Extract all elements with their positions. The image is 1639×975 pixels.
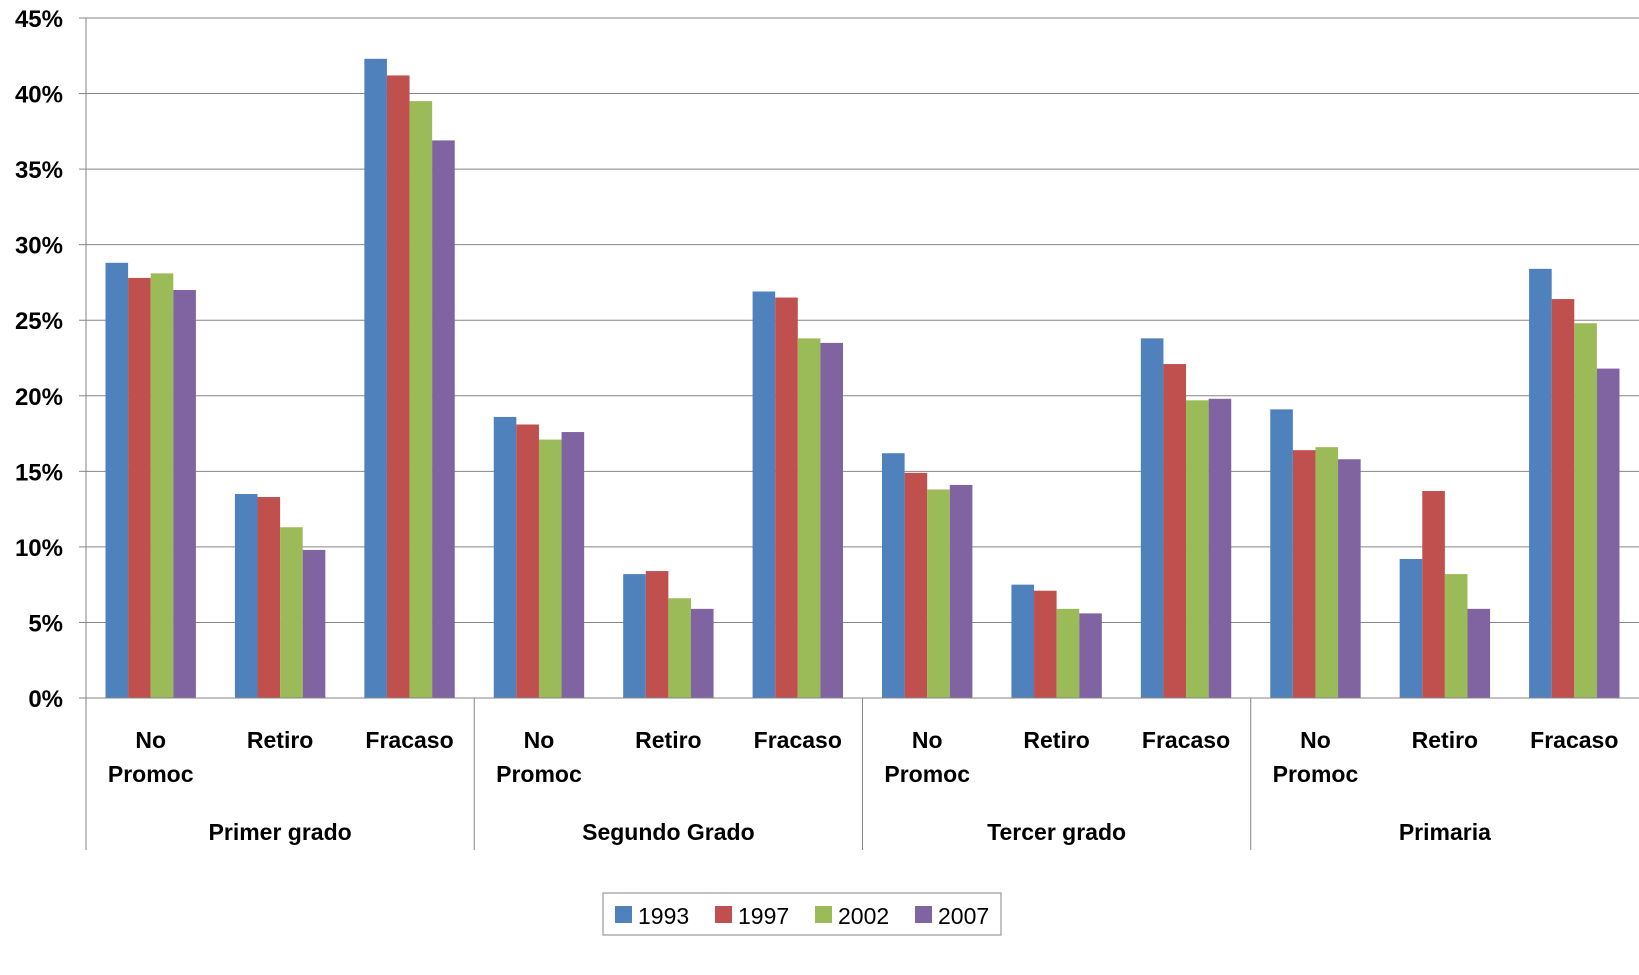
legend-swatch-2002 xyxy=(815,906,832,923)
x-group-label: Primaria xyxy=(1399,819,1491,845)
bar-1993-2 xyxy=(364,58,387,699)
y-tick-labels: 0% 5% 10% 15% 20% 25% 30% 35% 40% 45% xyxy=(15,6,63,713)
bar-2007-1 xyxy=(302,549,326,698)
bar-1997-6 xyxy=(904,472,928,698)
legend-label-1997: 1997 xyxy=(738,903,789,929)
bar-1993-1 xyxy=(234,494,258,698)
x-category-label: Retiro xyxy=(635,727,701,753)
bar-1993-0 xyxy=(105,262,129,698)
bar-2002-8 xyxy=(1186,400,1209,698)
bar-2002-2 xyxy=(409,101,433,699)
bar-2002-9 xyxy=(1315,447,1339,698)
y-tick-label: 25% xyxy=(15,308,63,335)
x-category-label: Fracaso xyxy=(365,727,453,753)
legend-label-2002: 2002 xyxy=(838,903,889,929)
bar-2002-11 xyxy=(1574,323,1597,698)
x-category-label: Retiro xyxy=(1412,727,1478,753)
legend: 1993 1997 2002 2007 xyxy=(602,892,1002,936)
x-category-label: Fracaso xyxy=(1142,727,1230,753)
legend-box xyxy=(602,892,1002,936)
gridlines xyxy=(86,17,1639,623)
legend-swatch-2007 xyxy=(915,906,932,923)
x-category-label: Fracaso xyxy=(754,727,842,753)
bar-1997-4 xyxy=(645,571,669,698)
x-category-label: Retiro xyxy=(1023,727,1089,753)
x-category-label: No xyxy=(135,727,166,753)
bar-1993-10 xyxy=(1399,558,1423,698)
x-group-label: Segundo Grado xyxy=(582,819,755,845)
x-category-label: Retiro xyxy=(247,727,313,753)
bar-1997-11 xyxy=(1551,299,1575,698)
legend-swatch-1993 xyxy=(615,906,632,923)
bar-1997-10 xyxy=(1422,490,1445,698)
bar-2007-2 xyxy=(432,140,455,698)
bar-1997-7 xyxy=(1034,590,1057,698)
x-group-label: Primer grado xyxy=(209,819,352,845)
bar-2002-4 xyxy=(668,598,691,698)
x-category-label: Promoc xyxy=(1273,761,1359,787)
legend-swatch-1997 xyxy=(715,906,732,923)
bar-2002-0 xyxy=(150,273,174,698)
bar-2007-5 xyxy=(820,342,843,698)
x-group-label: Tercer grado xyxy=(987,819,1126,845)
x-category-label: Promoc xyxy=(496,761,582,787)
legend-label-1993: 1993 xyxy=(638,903,689,929)
x-category-label: Fracaso xyxy=(1530,727,1618,753)
bar-2007-11 xyxy=(1596,368,1620,698)
x-category-label: No xyxy=(1300,727,1331,753)
bar-1997-0 xyxy=(128,277,151,698)
bar-2002-7 xyxy=(1056,608,1080,698)
bar-1997-9 xyxy=(1292,450,1316,698)
y-tick-label: 10% xyxy=(15,535,63,562)
bar-2007-0 xyxy=(173,290,196,698)
x-category-label: No xyxy=(912,727,943,753)
y-tick-label: 15% xyxy=(15,459,63,486)
bar-1997-2 xyxy=(386,75,410,698)
bar-2007-8 xyxy=(1208,398,1232,698)
bar-1993-6 xyxy=(882,453,905,698)
bar-2007-9 xyxy=(1338,459,1361,698)
bar-1993-7 xyxy=(1011,584,1035,698)
bar-1997-3 xyxy=(516,424,539,698)
bar-2002-3 xyxy=(538,439,562,698)
bar-2007-3 xyxy=(561,432,585,698)
bar-2007-10 xyxy=(1467,608,1491,698)
bar-2002-6 xyxy=(927,489,950,698)
bar-1997-1 xyxy=(257,497,281,698)
y-tick-label: 40% xyxy=(15,82,63,109)
x-category-label: Promoc xyxy=(108,761,194,787)
axes xyxy=(79,17,1639,850)
bar-2002-10 xyxy=(1444,574,1468,698)
bar-1997-8 xyxy=(1163,364,1187,698)
y-tick-label: 35% xyxy=(15,157,63,184)
bars xyxy=(105,58,1620,699)
y-tick-label: 45% xyxy=(15,6,63,33)
bar-1997-5 xyxy=(775,297,798,698)
bar-2007-6 xyxy=(949,484,973,698)
bar-1993-5 xyxy=(752,291,776,698)
bar-2007-4 xyxy=(690,608,714,698)
bar-2002-1 xyxy=(280,527,303,698)
bar-2002-5 xyxy=(797,338,821,698)
y-tick-label: 5% xyxy=(28,610,63,637)
bar-1993-8 xyxy=(1140,338,1164,698)
x-category-labels: No Promoc Retiro Fracaso Primer grado No Promo… xyxy=(108,727,1619,845)
bar-1993-3 xyxy=(493,416,517,698)
legend-label-2007: 2007 xyxy=(938,903,989,929)
x-category-label: Promoc xyxy=(884,761,970,787)
x-category-label: No xyxy=(524,727,555,753)
bar-1993-11 xyxy=(1529,268,1552,698)
y-tick-label: 30% xyxy=(15,233,63,260)
y-tick-label: 0% xyxy=(28,686,63,713)
y-tick-label: 20% xyxy=(15,384,63,411)
bar-2007-7 xyxy=(1079,613,1102,698)
bar-1993-4 xyxy=(623,574,646,698)
bar-1993-9 xyxy=(1270,409,1293,698)
